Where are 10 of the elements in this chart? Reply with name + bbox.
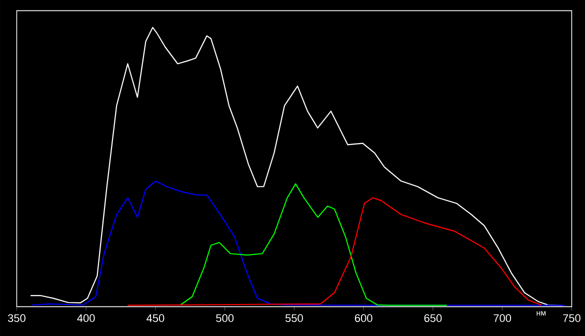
x-tick-label: 600 bbox=[354, 314, 372, 322]
x-tick-label: 350 bbox=[8, 314, 26, 322]
x-tick-label: 650 bbox=[424, 314, 442, 322]
x-tick-label: 400 bbox=[77, 314, 95, 322]
x-axis-title: нм bbox=[536, 311, 546, 316]
x-tick-label: 750 bbox=[563, 314, 580, 322]
x-tick-label: 500 bbox=[216, 314, 234, 322]
x-tick-label: 550 bbox=[285, 314, 303, 322]
x-tick-label: 700 bbox=[494, 314, 512, 322]
x-tick-label: 450 bbox=[146, 314, 164, 322]
